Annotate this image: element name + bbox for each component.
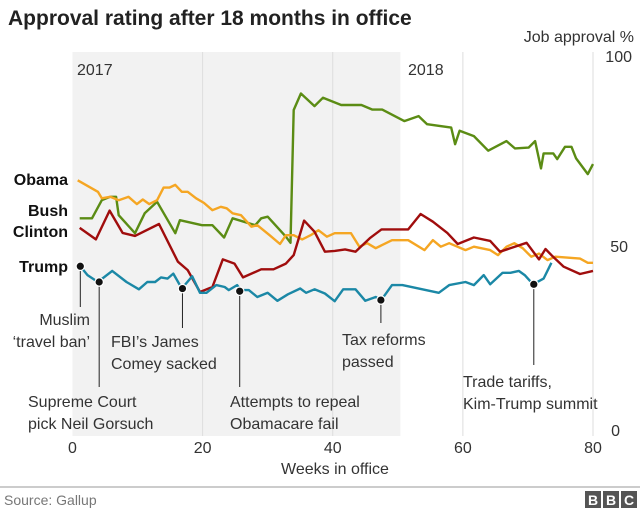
annotation-marker — [177, 283, 188, 294]
plot-area: 2017 2018 0 20 40 60 80 0 50 100 Obama Bush Clinton T… — [13, 49, 632, 457]
annotation-label: ‘travel ban’ — [13, 334, 90, 351]
x-tick-label: 80 — [584, 440, 602, 457]
annotation-marker — [234, 286, 245, 297]
y-axis-label: Job approval % — [524, 29, 634, 46]
shaded-period-2017 — [72, 52, 401, 436]
annotation-label: Muslim — [39, 312, 90, 329]
annotation-label: passed — [342, 354, 394, 371]
bbc-logo-block — [585, 491, 601, 508]
bbc-logo-letter: C — [624, 492, 634, 508]
bbc-logo-block — [621, 491, 637, 508]
annotation-marker — [376, 295, 386, 305]
x-tick-label: 60 — [454, 440, 472, 457]
bbc-logo-block — [603, 491, 619, 508]
x-axis-label: Weeks in office — [281, 461, 389, 478]
series-label-clinton: Clinton — [13, 224, 68, 241]
y-tick-label: 50 — [610, 239, 628, 256]
y-tick-label: 100 — [605, 49, 632, 66]
annotation-label: Trade tariffs, — [463, 374, 552, 391]
x-tick-label: 20 — [194, 440, 212, 457]
annotation-marker — [528, 279, 539, 290]
annotation-marker — [94, 277, 104, 287]
annotation-label: FBI’s James — [111, 334, 199, 351]
annotation-label: pick Neil Gorsuch — [28, 416, 153, 433]
series-label-trump: Trump — [19, 259, 68, 276]
x-tick-label: 0 — [68, 440, 77, 457]
bbc-logo-letter: B — [588, 492, 598, 508]
series-line-clinton — [79, 209, 594, 294]
series-label-obama: Obama — [14, 172, 68, 189]
period-label-2017: 2017 — [77, 62, 113, 79]
annotation-label: Kim-Trump summit — [463, 396, 598, 413]
series-line-bush — [79, 92, 595, 244]
annotation-label: Tax reforms — [342, 332, 426, 349]
annotation-marker — [75, 261, 86, 272]
annotation-label: Supreme Court — [28, 394, 137, 411]
annotation-label: Comey sacked — [111, 356, 217, 373]
source-text: Source: Gallup — [4, 492, 97, 508]
series-label-bush: Bush — [28, 203, 68, 220]
annotation-label: Obamacare fail — [230, 416, 339, 433]
bbc-logo-letter: B — [606, 492, 616, 508]
y-tick-label: 0 — [611, 423, 620, 440]
annotation-label: Attempts to repeal — [230, 394, 360, 411]
chart-title: Approval rating after 18 months in offic… — [8, 7, 412, 30]
x-tick-label: 40 — [324, 440, 342, 457]
series-line-trump — [79, 262, 553, 303]
period-label-2018: 2018 — [408, 62, 444, 79]
